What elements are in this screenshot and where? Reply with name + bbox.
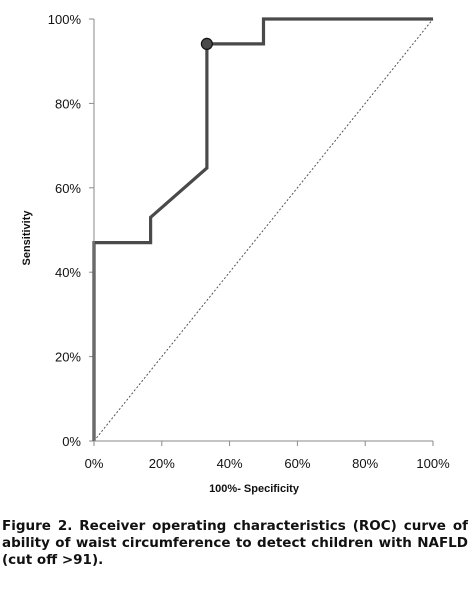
x-tick-label: 100% [416,456,450,471]
x-tick-label: 80% [352,456,378,471]
y-axis-title: Sensitivity [21,210,33,266]
x-axis-title: 100%- Specificity [209,483,300,495]
reference-diagonal-line [93,18,434,442]
roc-chart: 0% 20% 40% 60% 80% 100% 0% 20% 40% 60% 80% 100% 10… [21,12,450,495]
cutoff-point-marker [200,37,213,50]
x-tick-label: 0% [85,456,104,471]
x-tick-label: 20% [149,456,175,471]
x-tick-label: 40% [217,456,243,471]
y-tick-label: 80% [55,96,81,111]
y-tick-label: 20% [55,350,81,365]
figure-caption: Figure 2. Receiver operating characteris… [2,518,468,568]
y-tick-label: 60% [55,181,81,196]
x-tick-label: 60% [284,456,310,471]
y-tick-label: 100% [48,12,82,27]
y-tick-label: 0% [62,434,81,449]
roc-curve-line [92,17,433,441]
y-tick-label: 40% [55,265,81,280]
